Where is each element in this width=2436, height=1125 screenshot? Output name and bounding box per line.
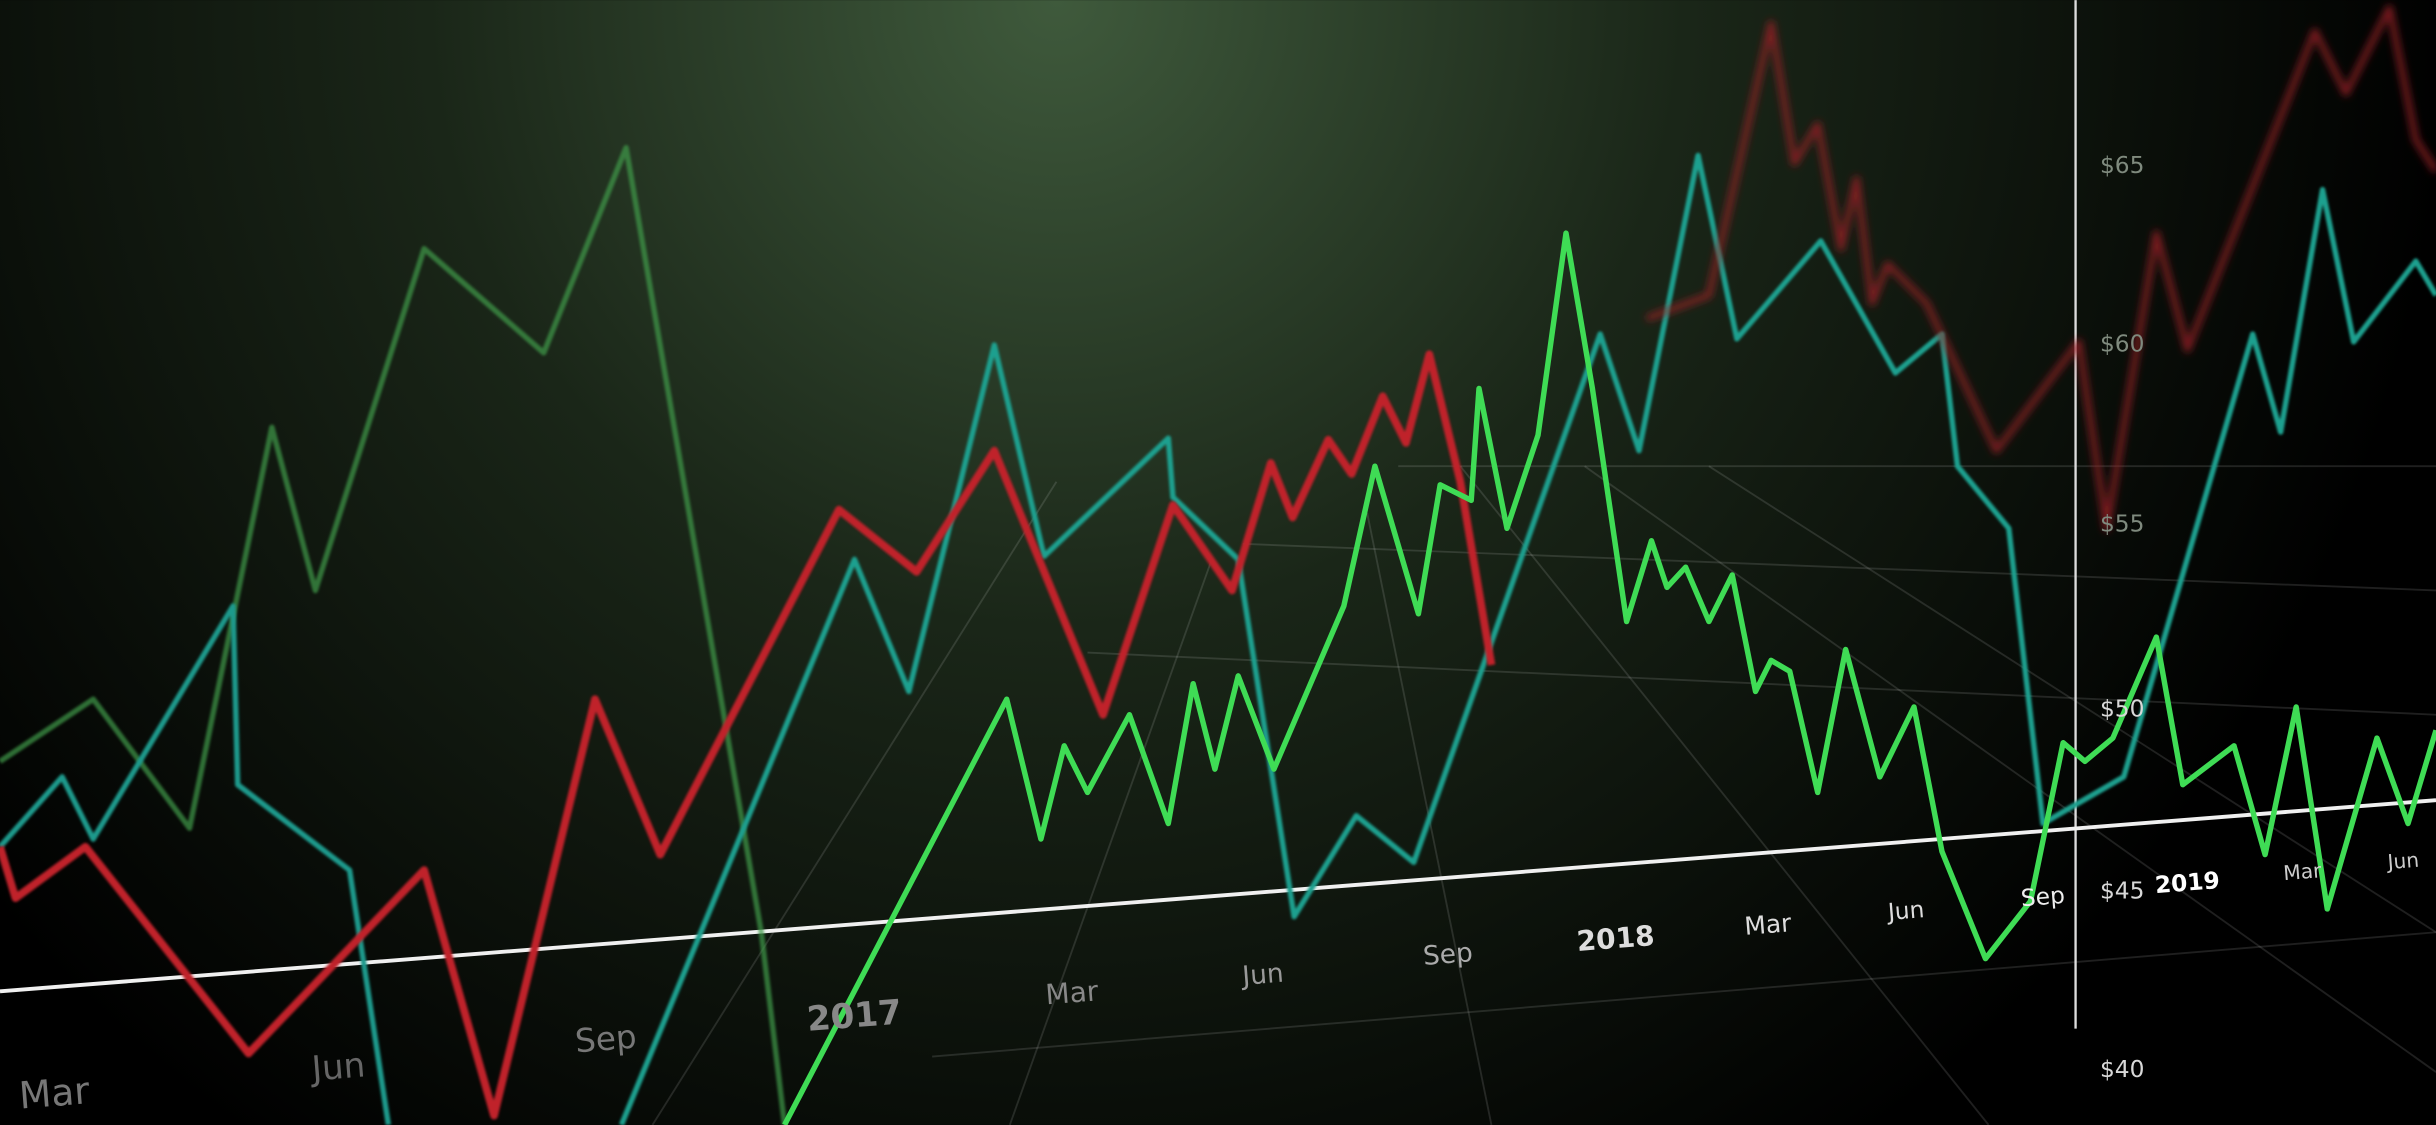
price-label: $55	[2100, 511, 2144, 538]
time-label: 2019	[2154, 867, 2221, 899]
price-label: $60	[2100, 330, 2144, 357]
time-label: Jun	[308, 1045, 366, 1089]
time-label: Mar	[2282, 858, 2323, 885]
time-label: Jun	[1885, 896, 1925, 926]
time-axis	[0, 798, 2436, 994]
price-label: $50	[2100, 696, 2144, 723]
time-label: Sep	[574, 1018, 638, 1061]
teal-line	[0, 603, 392, 1125]
price-label: $65	[2100, 152, 2144, 179]
price-label: $45	[2100, 877, 2144, 904]
price-label: $40	[2100, 1056, 2144, 1083]
time-label: 2018	[1576, 919, 1656, 958]
red-line	[0, 350, 1496, 1120]
time-label: Mar	[1743, 908, 1793, 941]
red-line	[1645, 4, 2436, 532]
time-label: Mar	[17, 1068, 91, 1117]
time-label: Jun	[2385, 848, 2420, 875]
time-label: 2017	[805, 993, 903, 1040]
labels: $65 $60 $55 $50 $45 $40 Mar Jun Sep 2017 Mar Jun Sep…	[17, 152, 2420, 1118]
time-label: Mar	[1044, 974, 1100, 1011]
price-lines	[0, 4, 2436, 1125]
perspective-grid	[651, 465, 2436, 1125]
green-line	[782, 230, 2436, 1125]
time-label: Sep	[2020, 882, 2066, 912]
time-label: Sep	[1422, 937, 1474, 972]
time-label: Jun	[1239, 958, 1285, 992]
